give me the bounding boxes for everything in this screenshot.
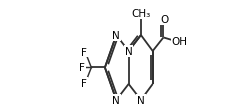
Text: O: O [161,15,169,25]
Text: OH: OH [172,37,188,46]
Text: N: N [112,95,120,105]
Text: F: F [79,63,85,73]
Text: F: F [81,79,87,88]
Text: N: N [112,31,120,41]
Text: F: F [81,47,87,57]
Text: N: N [137,95,145,105]
Text: CH₃: CH₃ [131,9,150,19]
Text: N: N [125,47,133,56]
